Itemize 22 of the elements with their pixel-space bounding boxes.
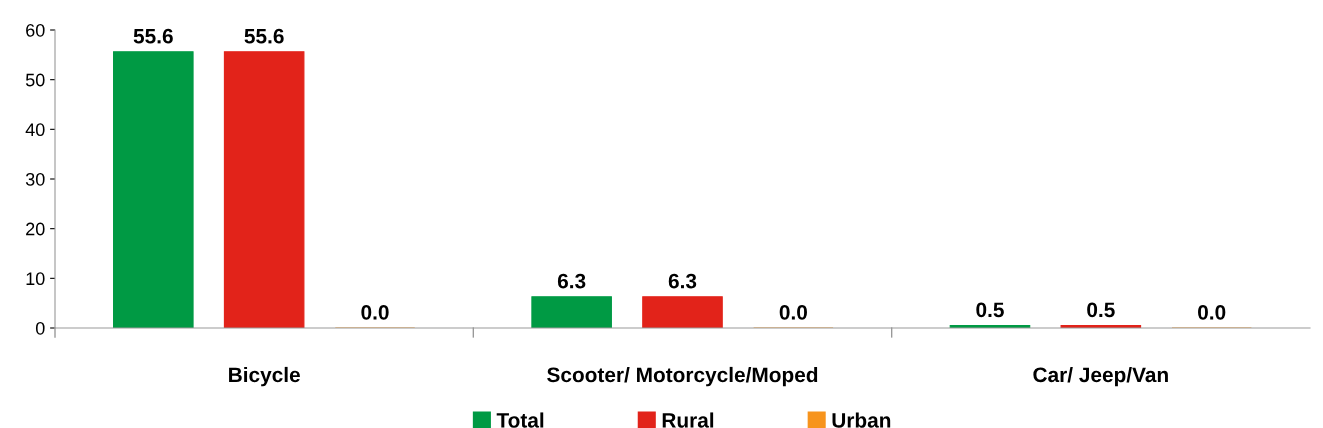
y-tick-label: 20	[26, 222, 45, 236]
data-label: 0.0	[779, 304, 807, 320]
y-tick-label: 0	[35, 321, 45, 335]
x-tick-label: Bicycle	[229, 366, 300, 387]
data-label: 0.0	[361, 304, 389, 320]
data-label: 0.0	[1198, 304, 1226, 320]
legend-label: Urban	[832, 412, 891, 428]
data-label: 6.3	[668, 273, 697, 289]
data-label: 55.6	[244, 28, 284, 44]
x-tick-label: Scooter/ Motorcycle/Moped	[547, 366, 818, 387]
y-tick-label: 40	[25, 123, 45, 137]
y-tick-label: 60	[26, 23, 45, 37]
data-label: 6.3	[557, 273, 586, 289]
data-label: 0.5	[976, 302, 1004, 318]
y-tick-label: 10	[26, 272, 45, 286]
y-tick-label: 30	[25, 172, 45, 186]
data-label: 0.5	[1087, 302, 1115, 318]
x-tick-label: Car/ Jeep/Van	[1033, 366, 1168, 387]
legend-label: Total	[496, 412, 544, 428]
y-tick-label: 50	[25, 73, 45, 87]
legend-label: Rural	[662, 412, 714, 428]
data-label: 55.6	[133, 28, 173, 44]
